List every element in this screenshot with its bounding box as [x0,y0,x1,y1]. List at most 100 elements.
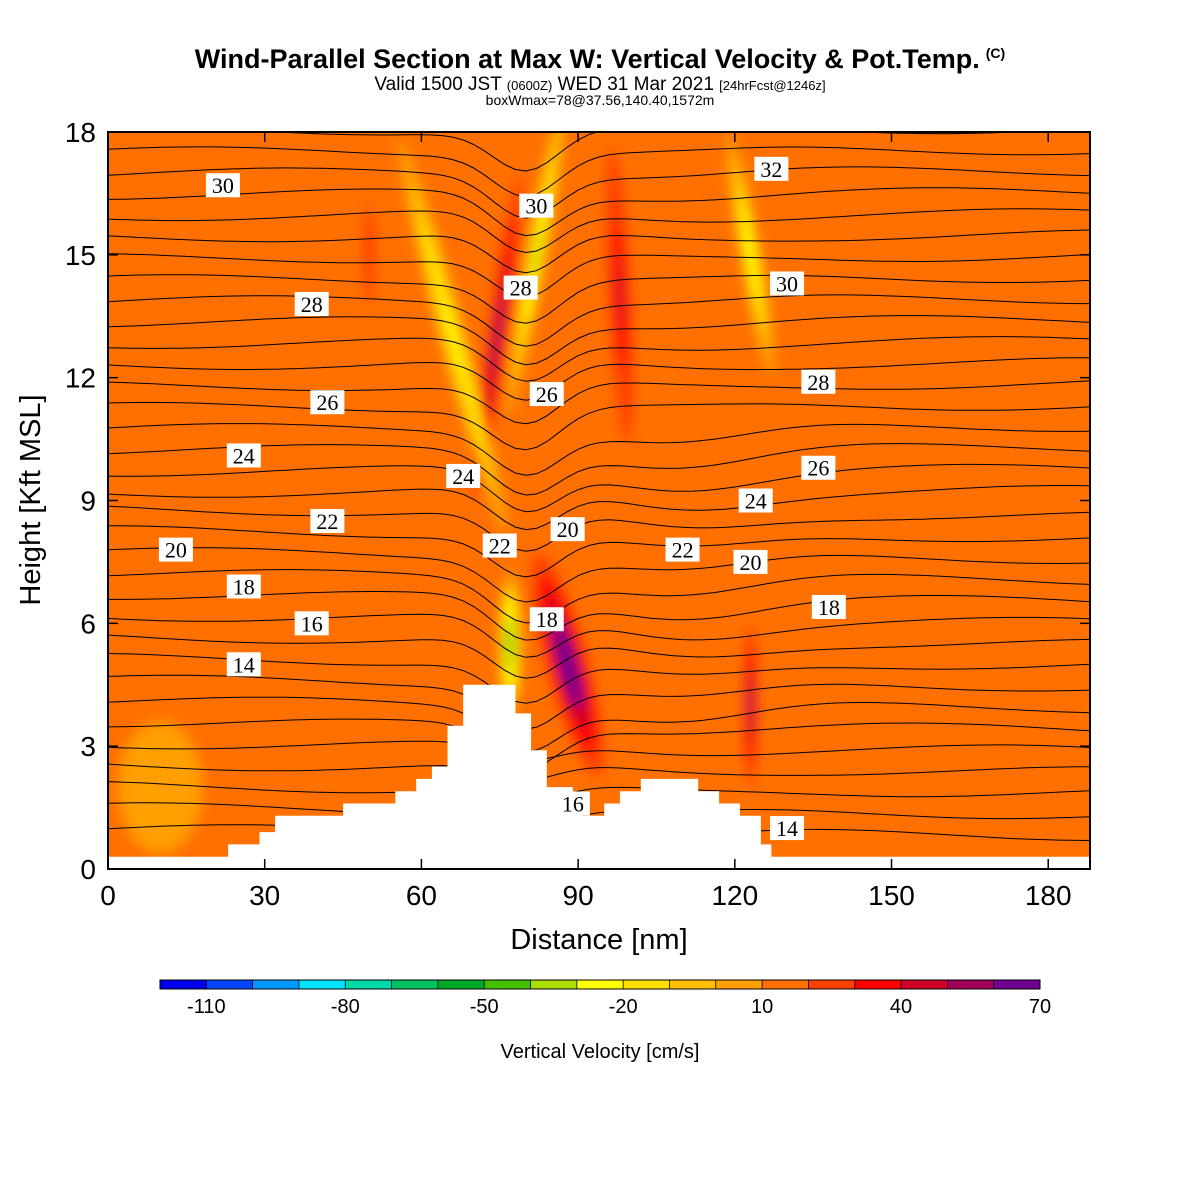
y-axis-label: Height [Kft MSL] [15,394,47,605]
contour-label-box [226,443,261,468]
contour-label-box [503,275,538,300]
contour-label: 24 [745,489,767,514]
colorbar-swatch [298,980,346,989]
contour-label-box [665,537,700,562]
colorbar-swatch [345,980,393,989]
theta-contour [108,294,1090,347]
contour-label: 24 [452,464,474,489]
theta-contour [108,569,1090,624]
x-tick-label: 120 [711,880,758,911]
terrain [108,684,1090,869]
theta-contour [108,718,1090,769]
contour-label: 22 [316,509,338,534]
contour-label: 20 [739,550,761,575]
colorbar: -110 -80 -50 -20 10 40 70 [159,979,1051,1018]
colorbar-swatch [623,980,670,989]
contour-label-box [529,382,564,407]
theta-contour [108,208,1090,254]
valid-date: WED 31 Mar 2021 [557,74,714,95]
contour-label: 30 [525,194,547,219]
y-tick-label: 12 [65,363,96,394]
contour-label: 28 [807,370,829,395]
colorbar-swatch [901,980,948,989]
contour-label-box [226,652,261,677]
potential-temperature-contours [108,132,1090,854]
valid-zulu: (0600Z) [506,78,553,93]
contour-label: 20 [165,538,187,563]
theta-contour [108,146,1090,197]
colorbar-frame [159,979,1041,990]
colorbar-swatch [854,980,902,989]
theta-contour [108,763,1090,781]
contour-label: 20 [557,517,579,542]
colorbar-swatch [206,980,254,989]
valid-prefix: Valid 1500 JST [374,74,502,95]
theta-contour [108,674,1090,730]
axes: 0 30 60 90 120 150 180 0 3 6 9 12 15 18 [65,117,1090,911]
theta-contour [108,591,1090,641]
y-tick-label: 9 [80,486,96,517]
valid-time-line: Valid 1500 JST (0600Z) WED 31 Mar 2021 [… [0,74,1200,96]
theta-contour [108,402,1090,451]
theta-contour [108,696,1090,752]
w-shade [149,770,171,804]
colorbar-swatch [484,980,532,989]
title-text: Wind-Parallel Section at Max W: Vertical… [194,44,980,74]
theta-contour [108,229,1090,274]
contour-label-box [310,508,345,533]
colorbar-tick-label: -110 [187,996,226,1018]
copyright-mark: (C) [985,45,1006,61]
contour-label-box [738,488,773,513]
contour-label: 14 [776,816,798,841]
y-tick-label: 6 [80,608,96,639]
contour-label-box [555,791,590,816]
contour-label: 18 [536,607,558,632]
contour-label-box [482,533,517,558]
contour-label: 16 [562,791,584,816]
contour-label-box [529,607,564,632]
colorbar-swatch [808,980,856,989]
contour-label-box [801,369,836,394]
contour-label: 22 [672,538,694,563]
theta-contour [108,653,1090,704]
contour-label: 18 [818,595,840,620]
w-shade [616,258,624,333]
contour-label: 32 [760,157,782,182]
contour-label-box [801,455,836,480]
x-tick-label: 0 [100,880,116,911]
colorbar-swatch [669,980,717,989]
theta-contour [108,253,1090,298]
contour-label-box [446,463,481,488]
theta-contour [108,613,1090,658]
theta-contour [108,463,1090,513]
contour-label-box [294,291,329,316]
theta-contour [108,423,1090,476]
theta-contour [108,187,1090,237]
contour-label-box [205,173,240,198]
contour-label: 18 [233,574,255,599]
contour-label: 16 [301,611,323,636]
colorbar-label: Vertical Velocity [cm/s] [501,1041,700,1063]
w-feature-downdraft-lowleft [108,705,213,869]
y-tick-label: 3 [80,731,96,762]
theta-contour [108,525,1090,578]
theta-contour [108,634,1090,679]
theta-contour [268,132,1026,172]
contour-label-box [310,390,345,415]
contour-label: 30 [776,271,798,296]
vertical-velocity-field [108,132,1090,869]
contour-label: 30 [212,173,234,198]
theta-contour [108,274,1090,324]
y-tick-label: 0 [80,854,96,885]
contour-label-box [519,193,554,218]
colorbar-swatch [993,980,1041,989]
w-feature-downdraft-right [726,133,775,376]
theta-contour [108,781,1090,805]
x-tick-label: 180 [1025,880,1072,911]
colorbar-swatch [530,980,578,989]
y-tick-label: 18 [65,117,96,148]
w-shade [745,230,756,280]
w-feature-updraft-lee [741,602,760,808]
chart-title: Wind-Parallel Section at Max W: Vertical… [0,44,1200,75]
